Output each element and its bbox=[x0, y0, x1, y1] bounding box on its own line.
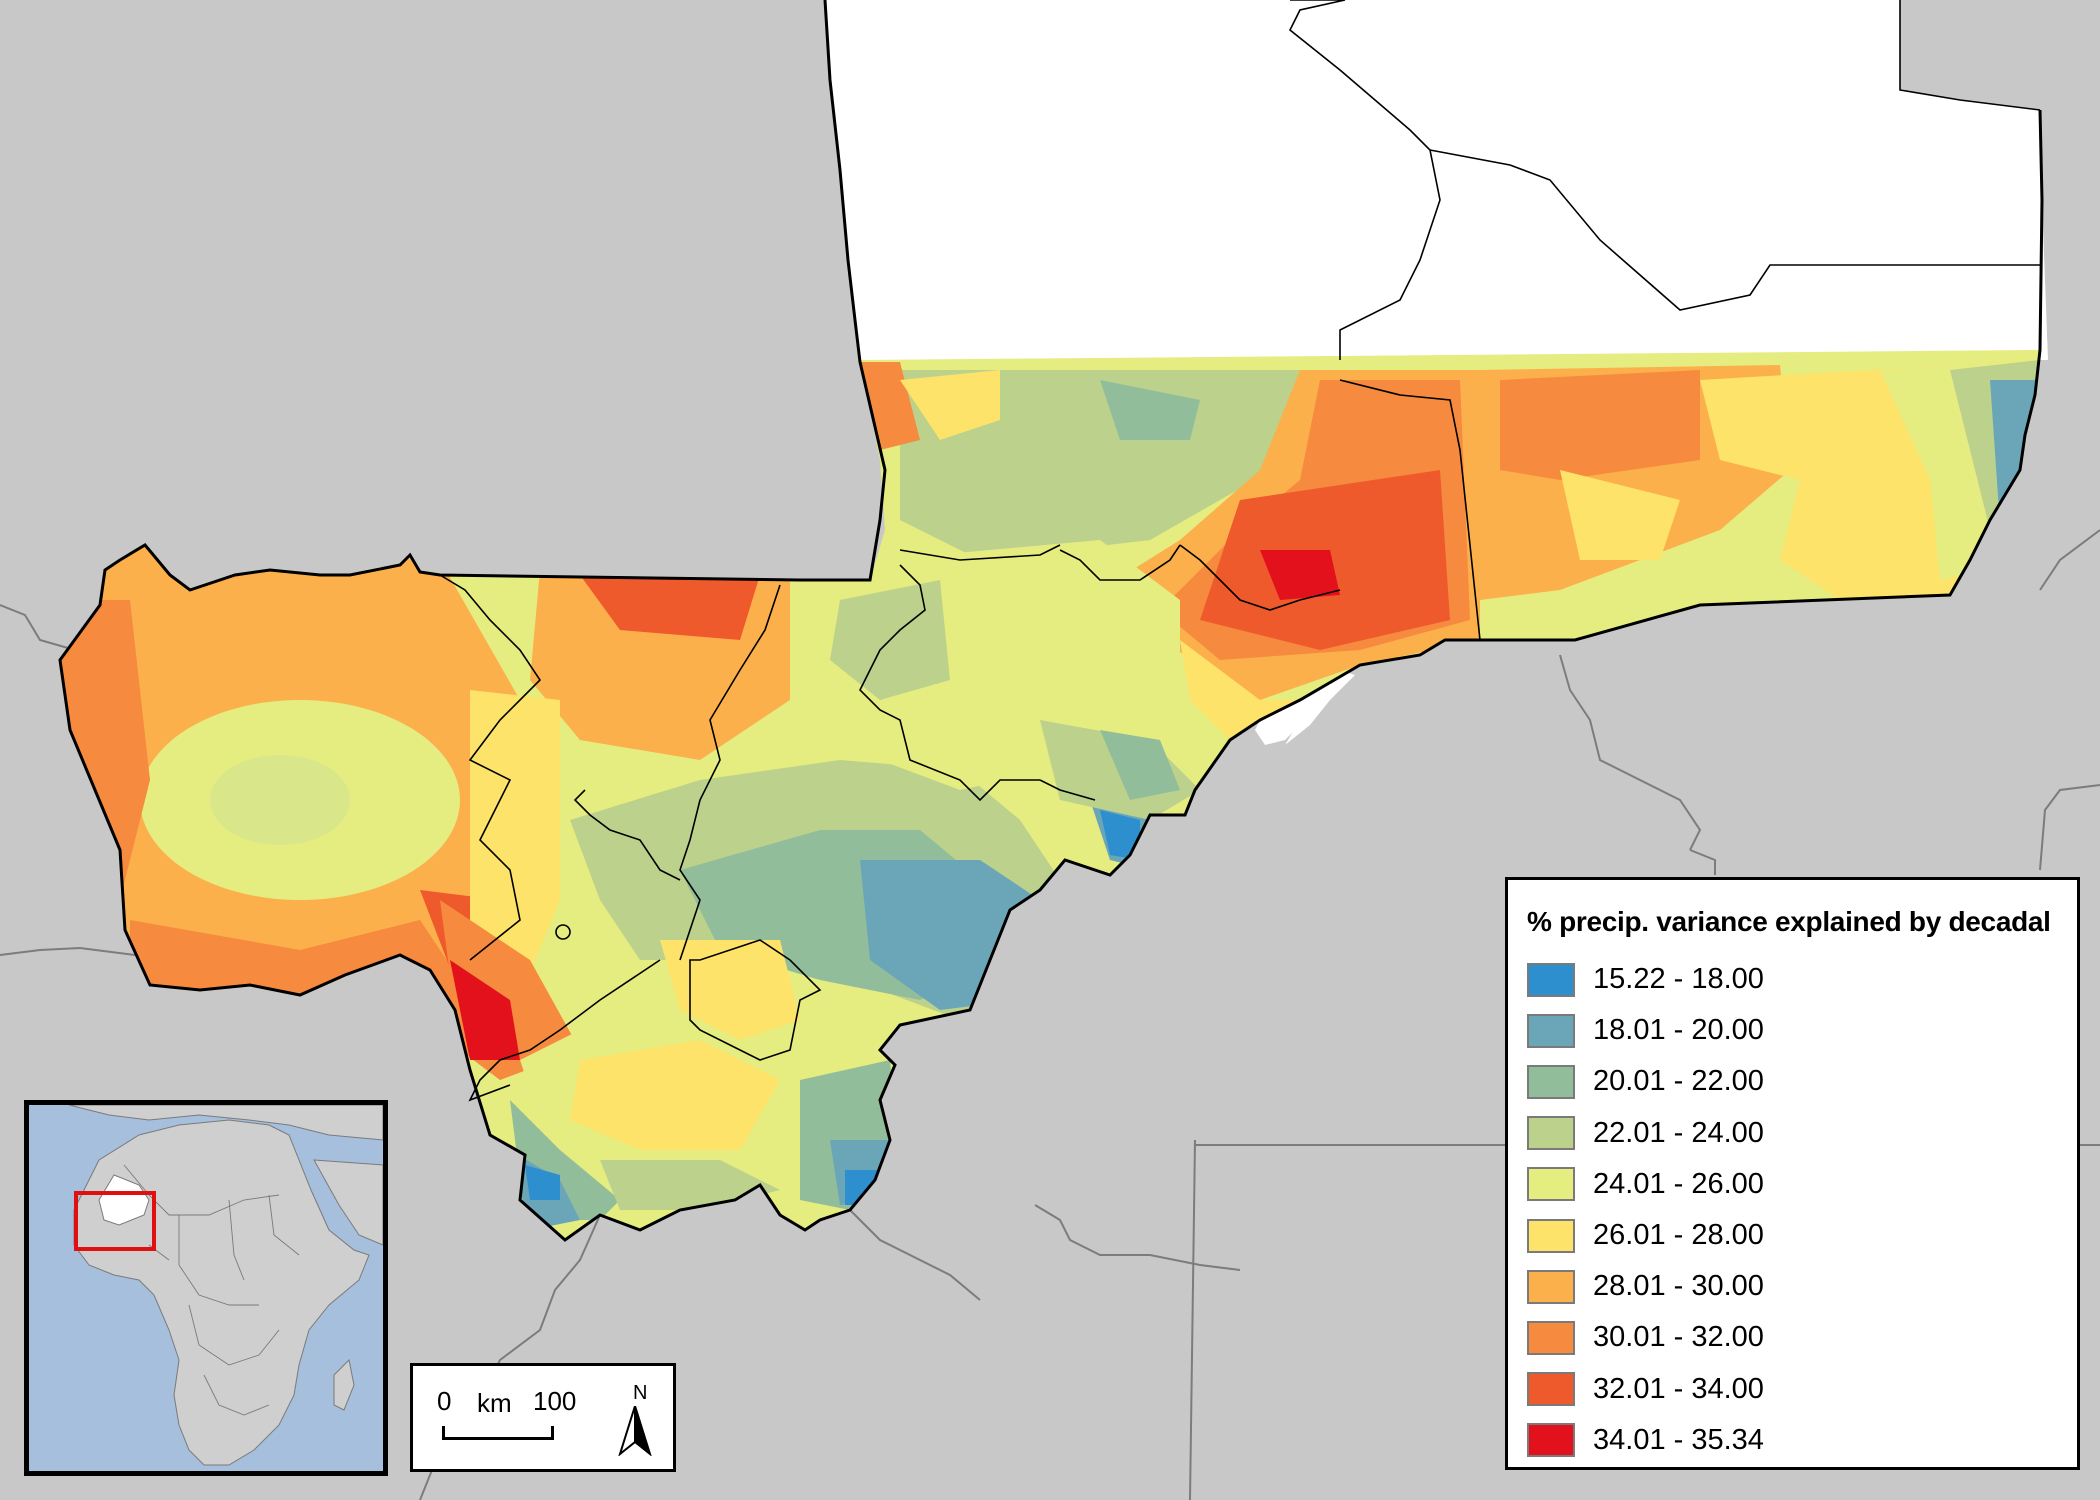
no-data-strip bbox=[1285, 682, 1345, 745]
legend-item: 24.01 - 26.00 bbox=[1527, 1159, 1764, 1210]
legend-swatch bbox=[1527, 1116, 1575, 1151]
legend-item: 30.01 - 32.00 bbox=[1527, 1312, 1764, 1363]
legend-swatch bbox=[1527, 1372, 1575, 1407]
scale-max-label: 100 bbox=[533, 1386, 577, 1416]
legend-label: 28.01 - 30.00 bbox=[1593, 1270, 1764, 1303]
legend-label: 26.01 - 28.00 bbox=[1593, 1219, 1764, 1252]
scale-bar-box: 0 km 100 N bbox=[410, 1363, 676, 1472]
north-arrow-icon bbox=[618, 1406, 652, 1456]
legend-label: 30.01 - 32.00 bbox=[1593, 1321, 1764, 1354]
scale-bar bbox=[442, 1426, 554, 1440]
legend-item: 34.01 - 35.34 bbox=[1527, 1415, 1764, 1466]
legend-swatch bbox=[1527, 1423, 1575, 1458]
legend-item: 18.01 - 20.00 bbox=[1527, 1005, 1764, 1056]
legend-label: 32.01 - 34.00 bbox=[1593, 1372, 1764, 1405]
admin-boundaries bbox=[439, 0, 2041, 1102]
legend: % precip. variance explained by decadal … bbox=[1505, 877, 2080, 1470]
legend-items: 15.22 - 18.00 18.01 - 20.00 20.01 - 22.0… bbox=[1527, 954, 1764, 1466]
legend-item: 15.22 - 18.00 bbox=[1527, 954, 1764, 1005]
legend-label: 20.01 - 22.00 bbox=[1593, 1065, 1764, 1098]
inset-africa bbox=[73, 1119, 370, 1466]
legend-label: 34.01 - 35.34 bbox=[1593, 1423, 1764, 1456]
legend-item: 32.01 - 34.00 bbox=[1527, 1364, 1764, 1415]
legend-swatch bbox=[1527, 1167, 1575, 1202]
legend-swatch bbox=[1527, 1269, 1575, 1304]
legend-swatch bbox=[1527, 1218, 1575, 1253]
mali-border bbox=[58, 0, 2044, 1242]
legend-item: 20.01 - 22.00 bbox=[1527, 1056, 1764, 1107]
scale-unit-label: km bbox=[477, 1388, 512, 1418]
legend-title: % precip. variance explained by decadal bbox=[1527, 906, 2051, 937]
legend-label: 18.01 - 20.00 bbox=[1593, 1014, 1764, 1047]
inset-mali bbox=[98, 1174, 150, 1226]
legend-item: 28.01 - 30.00 bbox=[1527, 1261, 1764, 1312]
legend-item: 22.01 - 24.00 bbox=[1527, 1108, 1764, 1159]
legend-item: 26.01 - 28.00 bbox=[1527, 1210, 1764, 1261]
legend-label: 24.01 - 26.00 bbox=[1593, 1167, 1764, 1200]
legend-label: 22.01 - 24.00 bbox=[1593, 1116, 1764, 1149]
legend-swatch bbox=[1527, 1013, 1575, 1048]
inset-europe bbox=[68, 1105, 383, 1141]
inset-madagascar bbox=[333, 1358, 355, 1411]
inset-locator-map bbox=[24, 1100, 388, 1476]
legend-swatch bbox=[1527, 1064, 1575, 1099]
legend-swatch bbox=[1527, 962, 1575, 997]
scale-zero-label: 0 bbox=[437, 1386, 452, 1416]
inset-locator-rectangle bbox=[74, 1191, 156, 1251]
inset-arabia bbox=[313, 1159, 383, 1246]
variance-raster bbox=[60, 350, 2040, 1240]
legend-label: 15.22 - 18.00 bbox=[1593, 963, 1764, 996]
north-letter: N bbox=[633, 1382, 648, 1404]
legend-swatch bbox=[1527, 1320, 1575, 1355]
